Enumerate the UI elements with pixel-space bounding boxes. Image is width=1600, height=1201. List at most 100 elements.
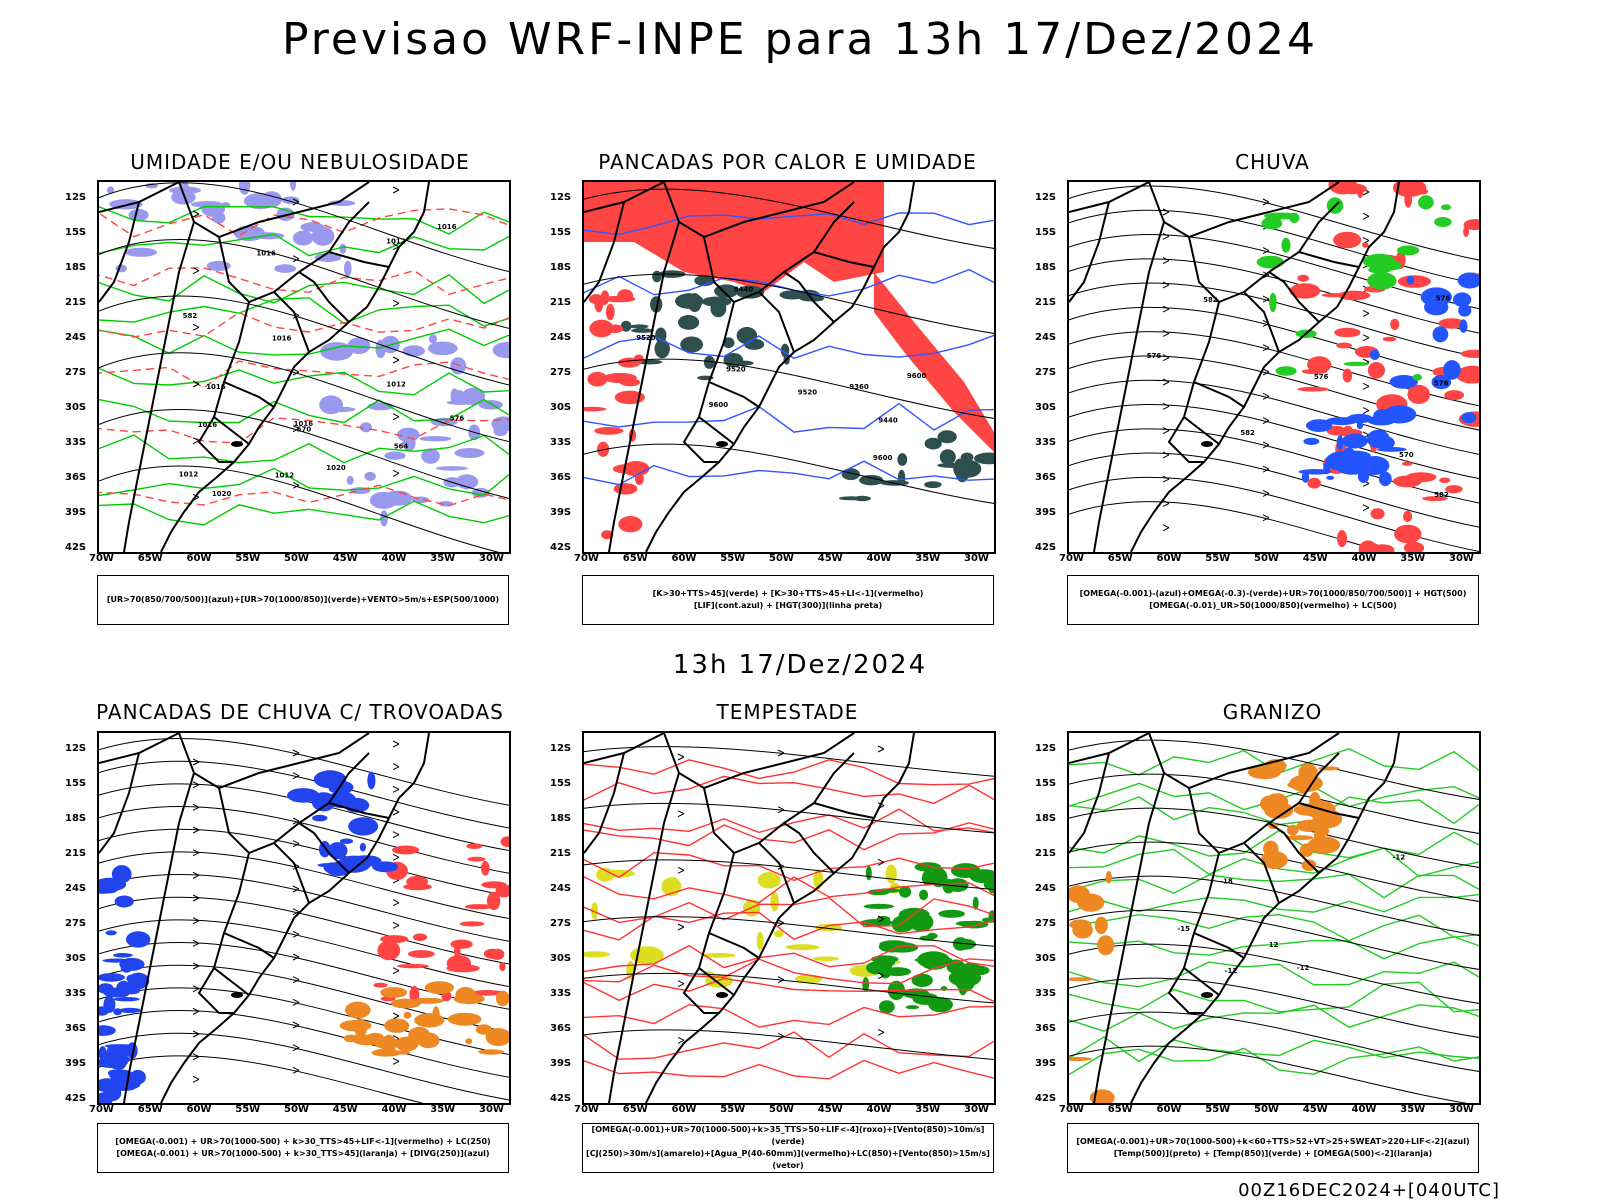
- field-patch: [1314, 826, 1330, 837]
- streamline-arrow: [1262, 198, 1270, 206]
- streamline-arrow: [1262, 489, 1270, 497]
- latitude-label: 30S: [550, 953, 572, 964]
- field-patch: [118, 1007, 141, 1013]
- panel-title: UMIDADE E/OU NEBULOSIDADE: [130, 150, 470, 174]
- streamline-arrow: [1262, 514, 1270, 522]
- field-patch: [381, 1034, 397, 1055]
- latitude-label: 24S: [65, 332, 87, 343]
- streamline: [1069, 379, 1479, 455]
- field-patch: [287, 788, 320, 803]
- latitude-label: 33S: [1035, 988, 1057, 999]
- longitude-label: 60W: [1156, 1104, 1182, 1115]
- field-patch: [382, 490, 413, 506]
- streamline-arrow: [192, 437, 200, 445]
- streamline: [99, 760, 509, 829]
- state-border: [1268, 822, 1320, 874]
- streamline: [99, 182, 509, 273]
- state-border: [298, 271, 350, 323]
- streamline-arrow: [292, 772, 300, 780]
- state-border: [223, 932, 275, 959]
- longitude-label: 45W: [817, 553, 843, 564]
- field-patch: [1285, 835, 1314, 841]
- field-patch: [475, 1024, 492, 1035]
- contour-label: 1016: [198, 421, 218, 429]
- field-patch: [424, 981, 454, 995]
- state-border: [1193, 932, 1245, 959]
- streamline-arrow: [1162, 232, 1170, 240]
- state-border: [1182, 852, 1220, 996]
- field-patch: [450, 357, 467, 375]
- field-patch: [427, 341, 458, 356]
- lagoon: [1201, 441, 1213, 447]
- field-patch: [587, 371, 608, 387]
- field-patch: [384, 1018, 410, 1033]
- latitude-label: 15S: [550, 778, 572, 789]
- panel-legend: [OMEGA(-0.001)+UR>70(1000-500)+k>35_TTS>…: [582, 1123, 994, 1173]
- state-border: [218, 787, 310, 904]
- panel-title: CHUVA: [1235, 150, 1310, 174]
- field-patch: [1323, 462, 1330, 475]
- field-patch: [863, 903, 894, 909]
- state-border: [1268, 271, 1320, 323]
- contour-label: -18: [1220, 878, 1233, 886]
- map-panel: [582, 731, 996, 1105]
- streamline: [99, 806, 509, 874]
- latitude-label: 24S: [550, 332, 572, 343]
- field-patch: [450, 388, 459, 405]
- field-patch: [432, 1006, 440, 1026]
- state-border: [1193, 381, 1245, 408]
- field-patch: [1422, 496, 1448, 502]
- state-border: [584, 752, 625, 854]
- latitude-label: 42S: [65, 542, 87, 553]
- field-patch: [1307, 836, 1341, 854]
- field-patch: [667, 877, 680, 896]
- streamline-arrow: [292, 998, 300, 1006]
- field-patch: [1378, 260, 1402, 271]
- longitude-label: 35W: [915, 553, 941, 564]
- state-border: [1167, 416, 1204, 463]
- legend-line: [OMEGA(-0.001) + UR>70(1000-500) + k>30_…: [116, 1149, 490, 1158]
- latitude-label: 18S: [1035, 813, 1057, 824]
- state-border: [197, 967, 234, 1014]
- streamline-arrow: [292, 368, 300, 376]
- field-patch: [319, 395, 343, 415]
- field-patch: [655, 327, 667, 344]
- panel-legend: [K>30+TTS>45](verde) + [K>30+TTS>45+LI<-…: [582, 575, 994, 625]
- field-patch: [478, 1049, 505, 1055]
- field-patch: [961, 962, 980, 971]
- longitude-label: 50W: [1254, 553, 1279, 564]
- streamline: [99, 828, 509, 897]
- lagoon: [716, 441, 728, 447]
- streamline-arrow: [1162, 257, 1170, 265]
- state-border: [123, 221, 195, 552]
- contour-label: 570: [1399, 451, 1414, 459]
- streamline-arrow: [1362, 309, 1370, 317]
- map-canvas: 1012 1012 1012 1020 1016 1016 1016 1016 1012 1016…: [99, 182, 509, 552]
- field-patch: [841, 468, 860, 481]
- longitude-label: 40W: [381, 553, 407, 564]
- streamline-arrow: [292, 1066, 300, 1074]
- field-patch: [1307, 356, 1332, 374]
- field-patch: [865, 866, 872, 881]
- contour-label: 1016: [272, 335, 292, 343]
- streamline: [99, 408, 509, 499]
- field-patch: [364, 471, 376, 481]
- field-patch: [1289, 774, 1323, 792]
- field-patch: [459, 921, 485, 927]
- streamline-arrow: [192, 267, 200, 275]
- field-patch: [953, 458, 969, 479]
- contour-line: [584, 822, 994, 851]
- field-patch: [972, 896, 979, 910]
- field-patch: [421, 448, 440, 464]
- field-patch: [1367, 272, 1397, 290]
- field-patch: [866, 961, 887, 975]
- streamline: [1069, 875, 1479, 936]
- field-patch: [171, 190, 196, 205]
- streamline-arrow: [1362, 334, 1370, 342]
- contour-line: [1069, 1036, 1479, 1063]
- field-patch: [1297, 386, 1329, 392]
- streamline-arrow: [392, 921, 400, 929]
- contour-line: [584, 402, 994, 433]
- field-patch: [631, 328, 654, 333]
- field-patch: [391, 1050, 411, 1055]
